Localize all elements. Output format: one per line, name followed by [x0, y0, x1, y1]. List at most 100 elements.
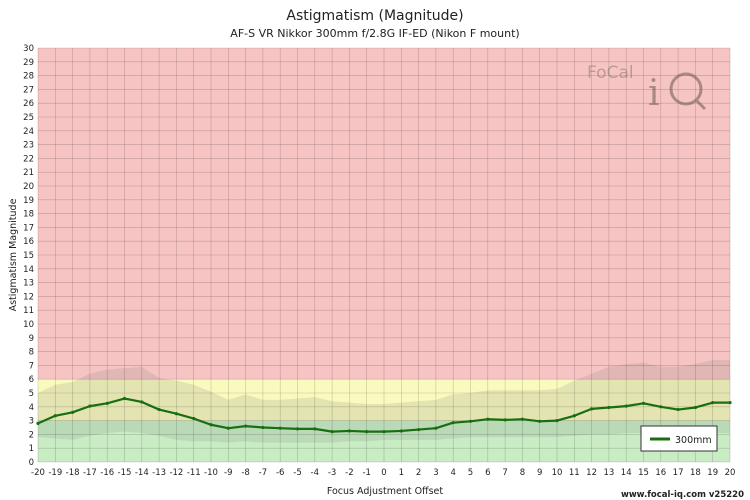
y-tick-label: 29	[23, 58, 34, 68]
y-tick-label: 20	[23, 182, 34, 192]
data-point	[226, 426, 230, 430]
data-point	[88, 404, 92, 408]
data-point	[624, 404, 628, 408]
x-tick-label: 1	[399, 468, 404, 478]
x-tick-label: 19	[707, 468, 718, 478]
data-point	[157, 407, 161, 412]
data-point	[503, 418, 507, 422]
y-tick-label: 22	[23, 154, 34, 164]
y-tick-label: 17	[23, 223, 34, 233]
y-tick-labels: 0123456789101112131415161718192021222324…	[23, 44, 34, 468]
series-lines	[36, 396, 732, 434]
y-tick-label: 24	[23, 127, 34, 137]
x-tick-label: -9	[224, 468, 232, 478]
y-tick-label: 18	[23, 210, 34, 220]
data-point	[711, 401, 715, 405]
y-tick-label: 3	[29, 417, 34, 427]
data-point	[261, 425, 265, 430]
x-tick-label: 0	[381, 468, 386, 478]
y-tick-label: 14	[23, 265, 34, 275]
chart-title: Astigmatism (Magnitude)	[286, 8, 463, 24]
data-point	[330, 430, 334, 434]
data-point	[538, 419, 542, 423]
x-tick-label: -1	[362, 468, 370, 478]
x-tick-label: 2	[416, 468, 421, 478]
data-point	[572, 414, 576, 418]
footer-credit: www.focal-iq.com v25220	[621, 490, 744, 500]
grid-lines	[37, 47, 731, 463]
x-tick-label: 7	[502, 468, 507, 478]
data-point	[399, 429, 403, 433]
zone-red	[38, 48, 730, 380]
data-point	[347, 429, 351, 433]
y-tick-label: 10	[23, 320, 34, 330]
x-tick-labels: -20 -19 -18 -17 -16 -15 -14 -13 -12 -11 -10 -9 -8 -7-…	[31, 468, 735, 478]
x-tick-label: -15	[118, 468, 132, 478]
x-tick-label: -5	[293, 468, 301, 478]
data-point	[555, 419, 559, 423]
data-point	[278, 426, 282, 430]
x-tick-label: 4	[450, 468, 455, 478]
data-point	[295, 427, 300, 431]
data-point	[641, 401, 646, 405]
data-point	[590, 407, 594, 411]
x-tick-label: -16	[100, 468, 114, 478]
logo-iq-text: i	[648, 73, 660, 114]
data-point	[209, 423, 213, 427]
y-tick-label: 1	[29, 444, 34, 454]
y-tick-label: 21	[23, 168, 34, 178]
x-tick-label: 14	[621, 468, 632, 478]
data-point	[140, 400, 144, 404]
data-point	[71, 410, 75, 414]
x-tick-label: 18	[690, 468, 701, 478]
data-point	[659, 405, 663, 409]
data-point	[192, 416, 196, 421]
data-point	[486, 417, 490, 421]
logo-focal-text: FoCal	[587, 63, 634, 83]
legend: 300mm	[640, 425, 718, 452]
y-tick-label: 8	[29, 348, 34, 358]
y-tick-label: 15	[23, 251, 34, 261]
x-tick-label: 11	[569, 468, 580, 478]
zone-green	[38, 420, 730, 462]
x-tick-label: 13	[603, 468, 614, 478]
y-tick-label: 25	[23, 113, 34, 123]
data-point	[693, 405, 698, 410]
y-tick-label: 5	[29, 389, 34, 399]
data-point	[728, 401, 732, 405]
y-tick-label: 6	[29, 375, 34, 385]
x-tick-label: -10	[204, 468, 218, 478]
y-axis-label: Astigmatism Magnitude	[8, 198, 19, 311]
y-tick-label: 28	[23, 72, 34, 82]
zone-yellow	[38, 379, 730, 421]
x-tick-label: 8	[520, 468, 525, 478]
x-tick-label: 12	[586, 468, 597, 478]
x-axis-label: Focus Adjustment Offset	[327, 486, 444, 497]
x-tick-label: -14	[135, 468, 149, 478]
data-point	[434, 426, 438, 430]
data-point	[417, 427, 421, 432]
y-tick-label: 13	[23, 279, 34, 289]
x-tick-label: 3	[433, 468, 438, 478]
y-tick-label: 12	[23, 292, 34, 302]
y-tick-label: 23	[23, 141, 34, 151]
legend-label-300mm: 300mm	[675, 435, 712, 446]
chart-subtitle: AF-S VR Nikkor 300mm f/2.8G IF-ED (Nikon…	[230, 27, 519, 40]
data-point	[365, 430, 369, 434]
logo-q-circle	[669, 72, 703, 106]
x-tick-label: -7	[259, 468, 267, 478]
data-point	[53, 414, 57, 418]
x-tick-label: -12	[169, 468, 183, 478]
data-point	[676, 407, 680, 412]
data-point	[607, 405, 611, 410]
x-tick-label: -3	[328, 468, 336, 478]
x-tick-label: -20	[31, 468, 45, 478]
data-point	[36, 421, 40, 425]
y-tick-label: 0	[29, 458, 34, 468]
x-tick-label: 15	[638, 468, 649, 478]
focal-iq-logo: FoCal i	[587, 63, 707, 114]
y-tick-label: 4	[29, 403, 34, 413]
x-tick-label: 6	[485, 468, 490, 478]
x-tick-label: -8	[241, 468, 249, 478]
